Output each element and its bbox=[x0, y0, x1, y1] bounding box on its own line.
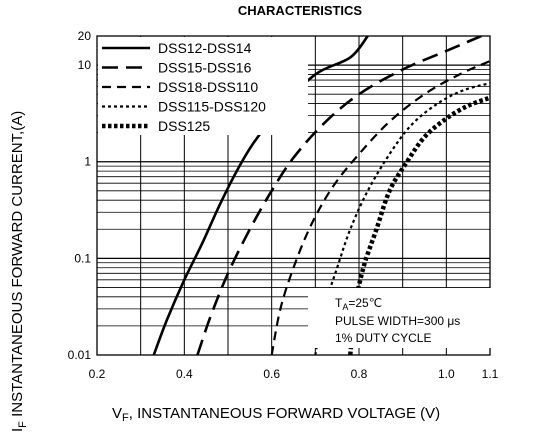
x-tick-label: 1.1 bbox=[482, 367, 499, 381]
ta-label: T bbox=[335, 296, 343, 310]
data-curves bbox=[152, 36, 490, 355]
test-conditions-note: TA=25℃ PULSE WIDTH=300 μs 1% DUTY CYCLE bbox=[308, 288, 491, 348]
series-curve-4 bbox=[314, 82, 490, 355]
ta-value: =25℃ bbox=[348, 296, 382, 310]
x-axis-label-text: , INSTANTANEOUS FORWARD VOLTAGE (V) bbox=[129, 405, 440, 422]
series-curve-2 bbox=[196, 36, 482, 355]
y-axis-symbol: I bbox=[9, 428, 26, 432]
legend-label: DSS15-DSS16 bbox=[158, 60, 252, 76]
y-tick-label: 10 bbox=[78, 58, 92, 72]
x-tick-label: 0.8 bbox=[351, 367, 368, 381]
y-axis-label-text: INSTANTANEOUS FORWARD CURRENT,(A) bbox=[9, 111, 26, 421]
series-curve-5 bbox=[348, 95, 490, 355]
grid-lines bbox=[97, 35, 490, 355]
x-tick-label: 0.4 bbox=[176, 367, 193, 381]
chart-title: CHARACTERISTICS bbox=[238, 3, 363, 18]
svg-text:TA=25℃: TA=25℃ bbox=[335, 296, 382, 312]
y-axis-title: IF INSTANTANEOUS FORWARD CURRENT,(A) bbox=[9, 111, 29, 432]
x-tick-label: 0.2 bbox=[89, 367, 106, 381]
legend: DSS12-DSS14 DSS15-DSS16 DSS18-DSS110 DSS115… bbox=[98, 37, 308, 135]
legend-label: DSS115-DSS120 bbox=[158, 99, 266, 115]
x-tick-label: 1.0 bbox=[438, 367, 455, 381]
ta-subscript: A bbox=[342, 302, 348, 312]
legend-label: DSS12-DSS14 bbox=[158, 40, 252, 56]
y-tick-label: 0.01 bbox=[68, 348, 92, 362]
y-tick-label: 20 bbox=[78, 29, 92, 43]
y-axis-subscript: F bbox=[17, 421, 29, 428]
legend-label: DSS18-DSS110 bbox=[158, 79, 258, 95]
x-axis-title: VF, INSTANTANEOUS FORWARD VOLTAGE (V) bbox=[112, 405, 440, 424]
x-axis-symbol: V bbox=[112, 405, 122, 422]
y-tick-label: 0.1 bbox=[74, 251, 91, 265]
duty-cycle-text: 1% DUTY CYCLE bbox=[335, 331, 431, 345]
x-tick-label: 0.6 bbox=[263, 367, 280, 381]
plot-frame bbox=[96, 35, 491, 356]
legend-label: DSS125 bbox=[158, 118, 210, 134]
y-tick-labels: 0.01 0.1 1 10 20 bbox=[68, 29, 92, 362]
series-curve-3 bbox=[270, 60, 490, 355]
x-tick-labels: 0.2 0.4 0.6 0.8 1.0 1.1 bbox=[89, 367, 499, 381]
series-curve-1 bbox=[152, 36, 369, 355]
x-axis-subscript: F bbox=[122, 412, 129, 424]
pulse-width-text: PULSE WIDTH=300 μs bbox=[335, 314, 460, 328]
y-tick-label: 1 bbox=[84, 155, 91, 169]
